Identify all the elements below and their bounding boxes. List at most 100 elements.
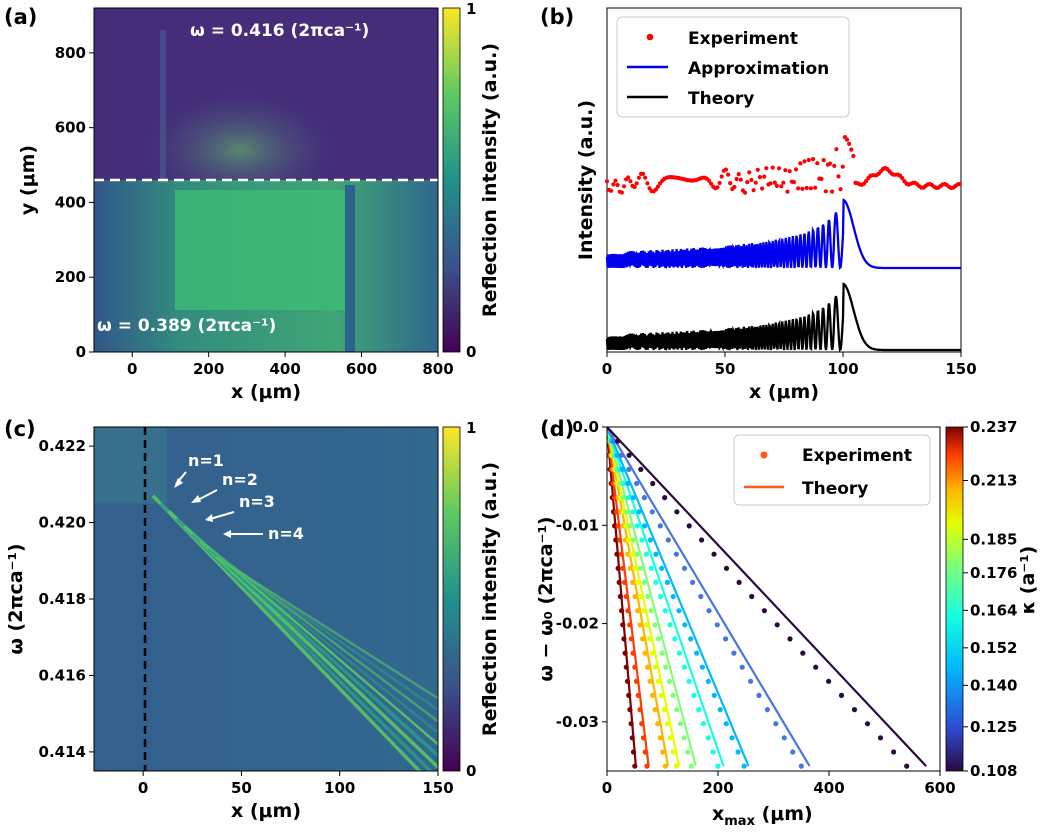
axes-frame-d [606, 426, 941, 772]
experiment-point-b [785, 189, 790, 194]
experiment-point-d [648, 565, 654, 571]
annotation-n1: n=1 [188, 451, 224, 470]
experiment-point-d [653, 579, 659, 586]
c-xtick-label: 150 [422, 779, 453, 797]
experiment-point-d [891, 749, 897, 755]
experiment-point-d [662, 608, 668, 614]
experiment-point-b [757, 175, 763, 180]
experiment-point-d [735, 749, 741, 755]
experiment-point-d [630, 650, 636, 656]
experiment-point-d [658, 692, 664, 699]
experiment-point-d [657, 735, 663, 741]
experiment-point-d [877, 735, 884, 741]
a-xtick-label: 200 [193, 360, 224, 378]
legend-b-label-experiment: Experiment [688, 29, 798, 49]
approximation-curve-b [605, 198, 961, 270]
experiment-point-b [804, 185, 809, 191]
experiment-point-b [779, 184, 784, 189]
experiment-point-d [655, 721, 661, 727]
a-ytick-label: 800 [55, 44, 86, 62]
experiment-point-d [706, 608, 712, 614]
d-ytick-label: -0.02 [556, 615, 599, 633]
experiment-point-d [696, 707, 702, 713]
colorbar-d-tick-label: 0.140 [970, 676, 1017, 694]
experiment-point-d [645, 664, 651, 670]
colorbar-c-tick-max: 1 [466, 419, 476, 437]
panel-label-b: (b) [540, 5, 574, 29]
experiment-point-d [615, 438, 621, 444]
experiment-point-d [639, 721, 645, 727]
glow-c [94, 427, 167, 504]
experiment-point-d [652, 664, 658, 670]
experiment-point-b [732, 184, 737, 190]
ticks-a: 0 200 400 600 800 0 200 400 600 800 [55, 44, 454, 378]
legend-b: Experiment Approximation Theory [616, 16, 850, 118]
experiment-point-b [768, 181, 773, 186]
experiment-point-d [691, 692, 697, 699]
legend-d-label-theory: Theory [802, 479, 868, 499]
experiment-point-b [821, 158, 826, 163]
experiment-point-d [705, 735, 711, 741]
experiment-point-b [838, 187, 843, 192]
experiment-point-d [618, 551, 624, 557]
experiment-point-d [666, 678, 673, 684]
experiment-point-b [613, 178, 618, 183]
colorbar-d-label: κ (a⁻¹) [1017, 546, 1039, 615]
experiment-point-d [615, 523, 621, 529]
experiment-point-b [819, 176, 824, 181]
panel-d: (d) 0 200 400 600 0.0 -0.01 -0.02 -0.03 xmax (μ… [535, 417, 1039, 829]
experiment-point-b [760, 186, 765, 191]
experiment-point-d [627, 707, 633, 713]
experiment-point-d [639, 537, 645, 543]
experiment-point-d [632, 565, 638, 571]
experiment-point-d [681, 735, 687, 741]
experiment-point-d [652, 707, 658, 713]
experiment-point-d [657, 523, 663, 529]
annotation-n3: n=3 [239, 492, 275, 511]
experiment-point-d [647, 678, 653, 684]
experiment-point-d [613, 537, 619, 543]
ylabel-c: ω (2πca⁻¹) [5, 543, 27, 654]
a-ytick-label: 0 [76, 343, 86, 361]
experiment-point-d [715, 763, 721, 769]
c-xtick-label: 0 [138, 779, 148, 797]
theory-line-d [607, 427, 927, 767]
experiment-point-b [747, 170, 752, 175]
legend-b-label-theory: Theory [688, 89, 754, 109]
experiment-point-d [623, 593, 629, 600]
experiment-point-d [640, 636, 646, 642]
legend-d-marker-experiment [760, 451, 768, 459]
b-xtick-label: 100 [827, 360, 858, 378]
experiment-point-b [738, 177, 743, 182]
experiment-point-d [681, 565, 688, 571]
a-ytick-label: 600 [55, 119, 86, 137]
experiment-point-d [652, 622, 658, 628]
a-ytick-label: 200 [55, 268, 86, 286]
experiment-point-b [783, 168, 788, 173]
experiment-point-d [717, 707, 723, 713]
experiment-point-d [626, 466, 632, 472]
curves-b [604, 135, 962, 352]
experiment-point-d [627, 523, 633, 529]
experiment-point-d [659, 565, 665, 571]
legend-b-box [616, 16, 850, 118]
legend-b-marker-experiment [646, 33, 654, 41]
experiment-point-d [626, 537, 632, 543]
experiment-point-d [640, 735, 647, 741]
experiment-point-d [729, 735, 735, 741]
experiment-point-d [630, 509, 636, 515]
experiment-point-b [849, 147, 854, 152]
theory-line-d [607, 427, 750, 767]
experiment-point-d [700, 721, 707, 727]
experiment-point-b [781, 180, 786, 185]
experiment-point-b [834, 147, 839, 152]
experiment-point-b [802, 159, 807, 164]
experiment-point-d [633, 678, 640, 684]
experiment-point-d [623, 523, 629, 529]
experiment-point-d [711, 692, 717, 699]
experiment-point-b [726, 172, 731, 177]
experiment-point-d [634, 523, 641, 529]
a-xtick-label: 600 [346, 360, 377, 378]
panel-a: (a) ω = 0.416 (2πca⁻¹) ω = 0.389 (2πca⁻¹… [4, 0, 501, 403]
